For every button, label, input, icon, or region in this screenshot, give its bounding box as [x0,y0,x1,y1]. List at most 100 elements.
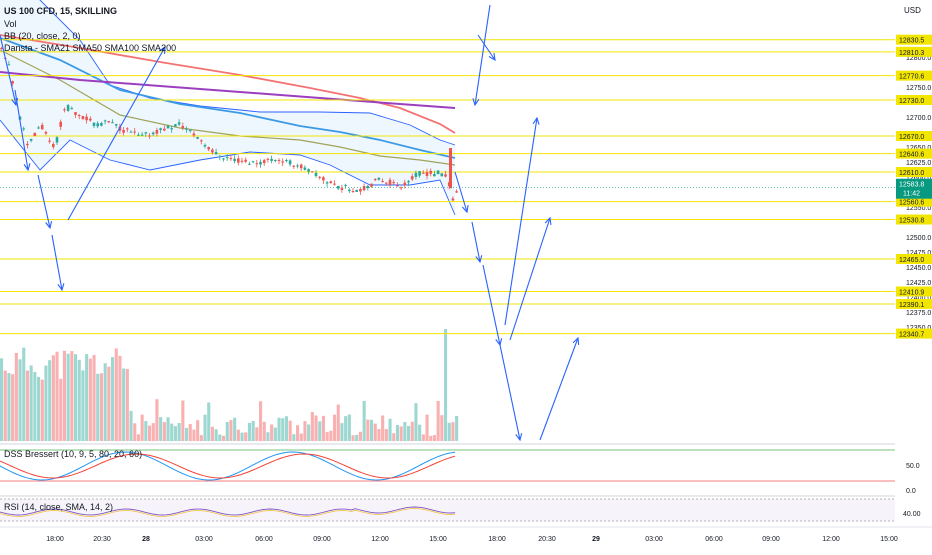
bb-legend: BB (20, close, 2, 0) [4,31,81,41]
volume-bar [321,415,325,441]
volume-bar [340,423,344,441]
level-tag [896,214,932,225]
level-tag [896,34,932,45]
volume-bar [103,363,107,441]
candle-body [126,128,129,130]
forecast-arrow [37,174,51,229]
candle-body [314,173,318,177]
volume-bar [303,421,307,441]
candle-body [170,128,173,130]
time-tick-label: 09:00 [313,536,331,543]
level-tag [896,254,932,264]
candle-body [262,160,266,164]
volume-bar [259,401,263,441]
candle-body [248,163,251,165]
level-tag [896,95,932,105]
candle-body [103,120,107,122]
candle-body [322,177,325,181]
volume-bar [236,429,240,441]
volume-bar [244,432,248,441]
volume-bar [48,360,52,441]
time-tick-label: 06:00 [705,536,723,543]
volume-bar [292,434,296,441]
candle-body [418,171,421,176]
volume-bar [199,435,203,441]
bb-lower [0,119,456,216]
volume-bar [214,429,218,441]
current-price-tag [896,178,932,199]
candle-body [444,174,447,177]
volume-bar [170,423,174,441]
volume-bar [144,421,148,441]
candle-body [177,122,181,125]
time-tick-label: 29 [592,536,600,543]
candle-body [385,182,388,184]
candle-body [151,132,155,135]
candle-body [329,181,333,184]
level-tag-label: 12560.6 [899,200,924,207]
candle-body [107,121,111,123]
price-tick-label: 12425.0 [906,280,931,287]
candle-body [277,160,281,162]
candle-body [74,112,77,115]
volume-bar [399,426,403,441]
candle-body [403,182,407,186]
volume-bar [25,370,29,441]
volume-bar [451,422,455,441]
volume-bar [225,422,229,441]
candle-body [174,124,177,127]
volume-bar [181,400,185,441]
candle-body [288,160,292,165]
volume-bar [18,359,22,441]
candle-body [144,132,148,134]
candle-body [44,131,48,134]
volume-bar [22,347,26,441]
time-tick-label: 12:00 [371,536,389,543]
volume-bar [325,432,329,441]
volume-bar [188,424,192,441]
volume-bar [37,376,41,441]
candle-body [270,158,273,161]
volume-bar [444,329,448,441]
dss-d-line [0,453,456,479]
volume-bar [329,430,333,441]
candle-body [100,123,103,126]
candle-body [118,126,122,131]
dss-k-line [0,451,456,481]
currency-label: USD [904,6,921,15]
sma100-line [0,34,456,134]
volume-bar [81,370,85,441]
volume-bar [251,420,255,441]
volume-bar [284,416,288,441]
volume-bar [358,431,362,441]
price-tick-label: 12625.0 [906,160,931,167]
volume-bar [366,419,370,441]
volume-bar [51,355,55,441]
volume-bar [362,400,366,441]
time-tick-label: 18:00 [46,536,64,543]
candle-body [451,198,455,201]
volume-bar [425,414,429,441]
forecast-arrowhead [461,205,469,214]
candle-body [192,133,196,136]
volume-bar [262,421,266,441]
volume-bar [151,423,155,441]
level-tag [896,196,932,207]
volume-bar [240,432,244,441]
price-tick-label: 12600.0 [906,175,931,182]
candle-body [433,174,436,177]
volume-bar [347,414,351,441]
candle-body [129,131,133,133]
candle-body [285,159,288,161]
price-tick-label: 12350.0 [906,325,931,332]
volume-bar [455,416,459,441]
price-tick-label: 12400.0 [906,295,931,302]
candle-body [111,122,114,124]
volume-bar [266,432,270,441]
candle-body [81,116,85,119]
level-tag-label: 12640.6 [899,152,924,159]
time-tick-label: 03:00 [195,536,213,543]
forecast-arrow [51,234,63,291]
